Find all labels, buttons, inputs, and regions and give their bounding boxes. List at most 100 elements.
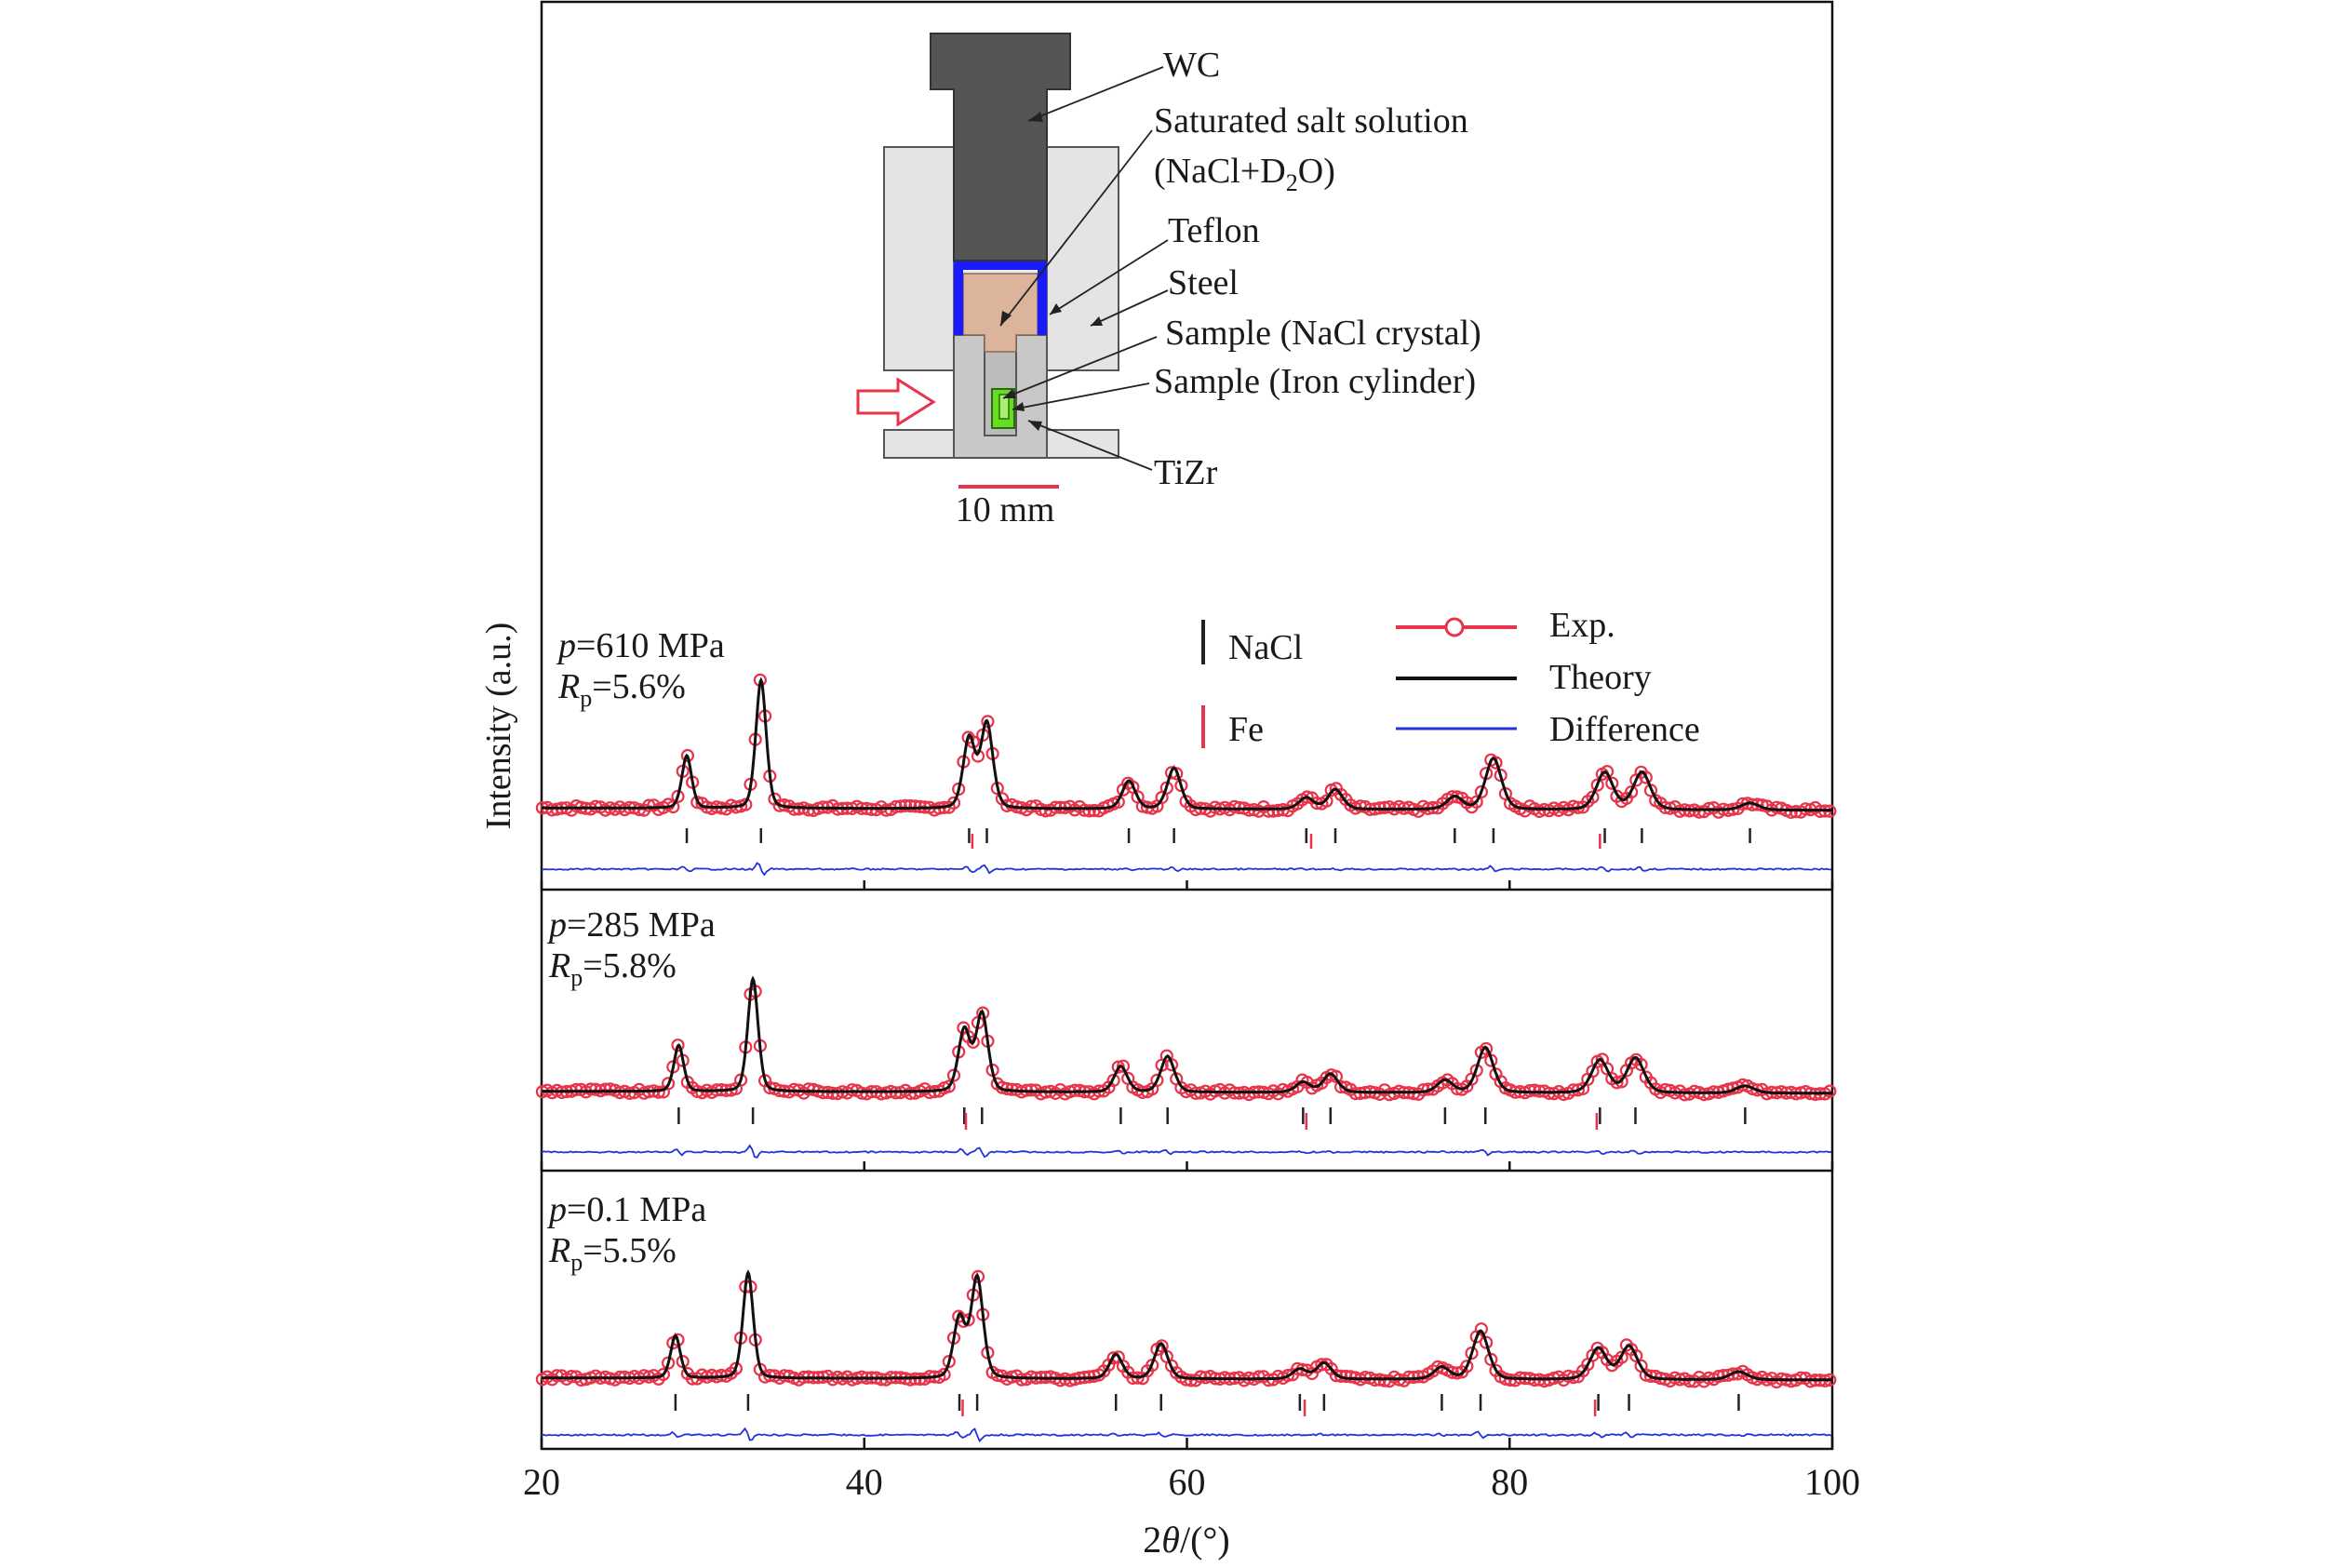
label-sample-crystal: Sample (NaCl crystal) <box>1165 314 1481 353</box>
legend-fe-label: Fe <box>1228 710 1264 749</box>
legend-theory-label: Theory <box>1549 658 1652 697</box>
exp-point <box>598 1082 612 1096</box>
exp-point <box>1266 804 1280 818</box>
panel3-pressure: p=0.1 MPa <box>546 1190 706 1229</box>
legend-difference-label: Difference <box>1549 710 1700 749</box>
panel-2 <box>535 975 1837 1159</box>
x-axis-title: 2θ/(°) <box>1143 1519 1229 1561</box>
panel3-rp: Rp=5.5% <box>548 1231 677 1276</box>
label-solution-line1: Saturated salt solution <box>1154 101 1468 141</box>
label-wc: WC <box>1163 46 1220 85</box>
exp-point <box>1629 1348 1643 1363</box>
panel-1 <box>535 673 1837 877</box>
exp-point <box>854 1086 869 1100</box>
exp-point <box>908 799 922 813</box>
label-tizr: TiZr <box>1154 453 1218 492</box>
exp-point <box>1605 776 1619 790</box>
label-solution-line2: (NaCl+D2O) <box>1154 152 1335 196</box>
exp-point <box>1474 1322 1489 1336</box>
exp-point <box>1610 1076 1624 1090</box>
teflon-cup <box>954 261 1047 335</box>
exp-point <box>1615 1350 1628 1364</box>
exp-point <box>661 1077 676 1091</box>
y-axis-title: Intensity (a.u.) <box>479 623 518 830</box>
exp-markers-panel-2 <box>535 985 1837 1102</box>
legend-exp-marker <box>1444 617 1465 637</box>
legend-exp-label: Exp. <box>1549 606 1615 645</box>
exp-point <box>825 1086 840 1100</box>
exp-point <box>787 802 801 816</box>
exp-point <box>976 1006 990 1020</box>
legend-nacl-label: NaCl <box>1228 628 1303 667</box>
theory-line <box>542 1269 1832 1382</box>
x-tick-label: 20 <box>523 1461 560 1503</box>
exp-point <box>1586 790 1600 804</box>
exp-point <box>1261 804 1276 818</box>
exp-point <box>1155 1339 1169 1353</box>
exp-point <box>545 803 559 817</box>
exp-point <box>671 1039 685 1052</box>
panel1-pressure: p=610 MPa <box>556 626 725 665</box>
exp-point <box>656 1367 671 1382</box>
exp-point <box>1320 794 1333 808</box>
legend: NaCl Fe Exp. Theory Difference <box>1201 606 1700 749</box>
exp-point <box>1479 1041 1494 1056</box>
x-tick-label: 80 <box>1491 1461 1528 1503</box>
exp-point <box>1280 1368 1295 1383</box>
exp-point <box>583 1082 598 1096</box>
label-sample-cylinder: Sample (Iron cylinder) <box>1154 362 1476 401</box>
exp-point <box>1131 1371 1145 1385</box>
leader-arrowheads <box>1000 112 1103 431</box>
exp-point <box>1590 778 1604 792</box>
theory-line <box>542 975 1832 1095</box>
exp-point <box>942 1079 956 1093</box>
panel1-rp: Rp=5.6% <box>557 667 686 712</box>
x-tick-label: 60 <box>1169 1461 1206 1503</box>
exp-point <box>946 796 961 811</box>
exp-point <box>1300 790 1314 804</box>
exp-point <box>937 1367 951 1382</box>
panel-3 <box>535 1269 1837 1443</box>
theory-line <box>542 677 1832 812</box>
label-teflon: Teflon <box>1168 211 1260 250</box>
exp-point <box>942 1354 956 1369</box>
panel2-pressure: p=285 MPa <box>546 905 716 945</box>
exp-point <box>1823 1084 1837 1098</box>
exp-point <box>898 798 913 812</box>
exp-point <box>1624 784 1639 799</box>
neutron-beam-arrow <box>856 377 936 427</box>
difference-line <box>541 1427 1832 1443</box>
exp-point <box>1784 805 1798 819</box>
label-steel: Steel <box>1168 263 1239 302</box>
apparatus-diagram: 10 mm WC Saturated salt solution (NaCl+D… <box>856 33 1481 529</box>
exp-point <box>1329 1069 1344 1084</box>
x-tick-label: 100 <box>1804 1461 1860 1503</box>
exp-point <box>1111 795 1125 809</box>
exp-point <box>1445 1365 1459 1380</box>
exp-point <box>1600 764 1615 779</box>
panel2-rp: Rp=5.8% <box>548 946 677 991</box>
exp-point <box>1479 1335 1494 1349</box>
exp-point <box>1639 771 1653 784</box>
exp-point <box>801 803 816 817</box>
exp-point <box>1460 1360 1474 1374</box>
diffraction-plot: p=610 MPa Rp=5.6% p=285 MPa Rp=5.8% p=0.… <box>479 0 1860 1561</box>
scale-bar-label: 10 mm <box>956 490 1055 529</box>
wc-piston <box>930 33 1071 261</box>
difference-line <box>541 1144 1832 1159</box>
exp-markers-panel-3 <box>535 1269 1837 1389</box>
exp-point <box>1116 1059 1131 1073</box>
data-traces <box>535 673 1837 1443</box>
x-axis: 20 40 60 80 100 <box>523 880 1860 1503</box>
exp-point <box>966 1035 980 1049</box>
leader-lines <box>999 66 1169 471</box>
x-tick-label: 40 <box>846 1461 883 1503</box>
exp-point <box>1634 1057 1648 1072</box>
sample-nacl-crystal <box>998 394 1010 420</box>
exp-point <box>1150 1073 1164 1088</box>
exp-point <box>1078 803 1092 817</box>
difference-line <box>541 862 1832 877</box>
exp-point <box>1465 1346 1479 1360</box>
exp-point <box>801 1082 816 1096</box>
